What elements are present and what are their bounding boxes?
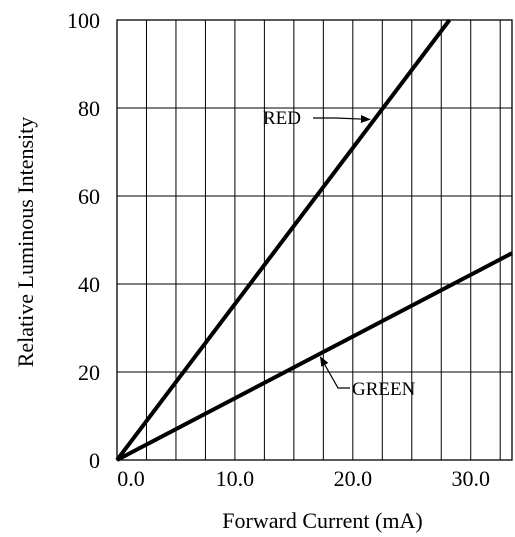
x-tick-label: 20.0 (334, 466, 373, 491)
y-tick-label: 100 (67, 8, 100, 33)
y-tick-labels: 0 20 40 60 80 100 (67, 8, 100, 473)
grid (117, 20, 512, 460)
series-label-green: GREEN (352, 379, 416, 400)
x-axis-title: Forward Current (mA) (222, 508, 422, 533)
y-tick-label: 0 (89, 448, 100, 473)
y-tick-label: 40 (78, 272, 100, 297)
x-tick-label: 10.0 (216, 466, 255, 491)
y-axis-title: Relative Luminous Intensity (13, 117, 38, 368)
series-leader-red (313, 118, 370, 119)
x-tick-labels: 0.0 10.0 20.0 30.0 (117, 466, 490, 491)
x-tick-label: 0.0 (117, 466, 145, 491)
y-tick-label: 80 (78, 96, 100, 121)
series-label-red: RED (263, 108, 301, 129)
y-tick-label: 60 (78, 184, 100, 209)
series-leader-green (320, 357, 350, 388)
series-labels: RED GREEN (263, 108, 416, 400)
x-tick-label: 30.0 (451, 466, 490, 491)
y-tick-label: 20 (78, 360, 100, 385)
